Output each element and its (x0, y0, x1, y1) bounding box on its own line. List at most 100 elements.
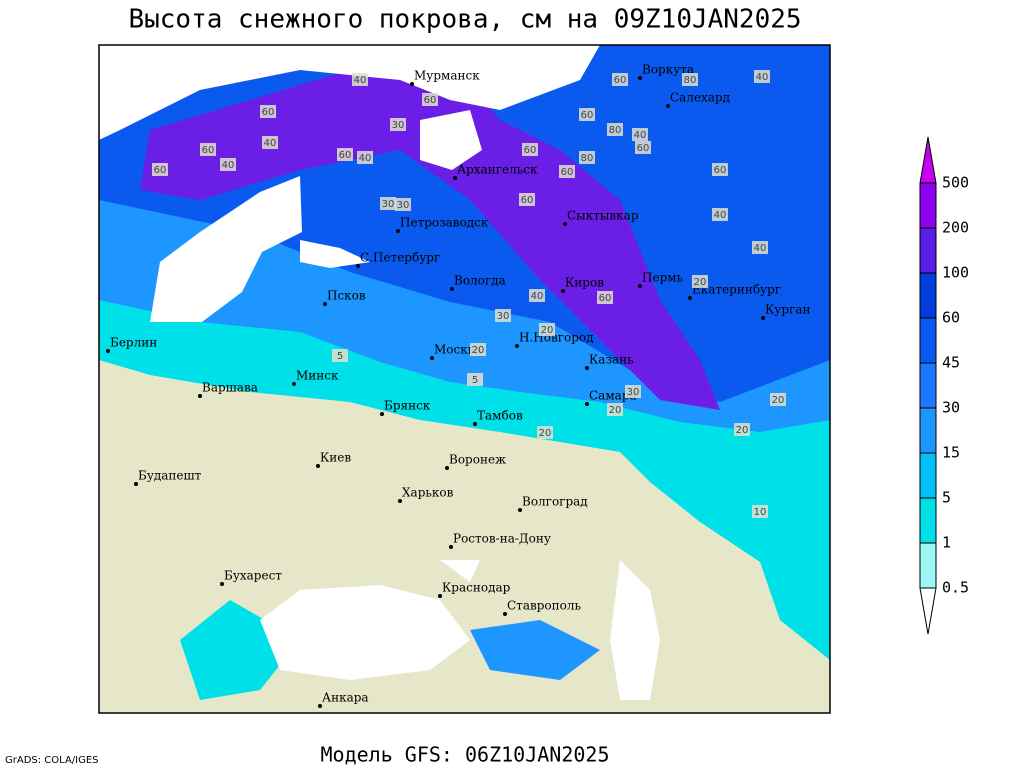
city-dot (292, 382, 296, 386)
city-label: Н.Новгород (519, 331, 594, 345)
contour-label-box (754, 70, 770, 83)
contour-label-box (612, 73, 628, 86)
colorbar-band (919, 182, 937, 229)
city-label: Воронеж (449, 453, 506, 467)
city-dot (316, 464, 320, 468)
contour-label-box (529, 289, 545, 302)
contour-label-box (422, 93, 438, 106)
colorbar-label: 100 (942, 264, 969, 282)
city-label: Ростов-на-Дону (453, 532, 551, 546)
city-dot (638, 76, 642, 80)
city-dot (688, 296, 692, 300)
contour-label-box (692, 275, 708, 288)
contour-label-box (390, 118, 406, 131)
contour-label-box (395, 198, 411, 211)
contour-label-box (519, 193, 535, 206)
city-dot (515, 344, 519, 348)
contour-label-box (262, 136, 278, 149)
city-dot (356, 264, 360, 268)
contour-label: 10 (754, 507, 767, 518)
city-dot (585, 366, 589, 370)
city-label: Бухарест (224, 569, 282, 583)
contour-label-box (260, 105, 276, 118)
contour-label: 40 (222, 160, 235, 171)
contour-label-box (579, 108, 595, 121)
map-frame (98, 44, 831, 714)
colorbar-band (919, 452, 937, 499)
city-dot (398, 499, 402, 503)
city-dot (198, 394, 202, 398)
city-label: Волгоград (522, 495, 588, 509)
contour-label-box (770, 393, 786, 406)
colorbar-label: 60 (942, 309, 960, 327)
colorbar-label: 1 (942, 534, 951, 552)
city-dot (450, 287, 454, 291)
colorbar-end (919, 587, 937, 635)
city-label: Харьков (402, 486, 454, 500)
city-dot (134, 482, 138, 486)
city-label: Салехард (670, 91, 730, 105)
contour-label: 40 (531, 291, 544, 302)
city-dot (518, 508, 522, 512)
contour-label-box (752, 505, 768, 518)
city-dot (453, 176, 457, 180)
contour-label-box (537, 426, 553, 439)
colorbar-band (919, 227, 937, 274)
sea (99, 45, 600, 140)
contour-label: 60 (202, 145, 215, 156)
city-dot (438, 594, 442, 598)
sea (300, 240, 370, 268)
city-dot (561, 289, 565, 293)
contour-label: 30 (497, 311, 510, 322)
contour-label: 40 (264, 138, 277, 149)
contour-label: 20 (539, 428, 552, 439)
contour-label-box (597, 291, 613, 304)
colorbar-band (919, 362, 937, 409)
sea (610, 560, 660, 700)
city-dot (503, 612, 507, 616)
contour-label: 80 (581, 153, 594, 164)
contour-label: 20 (472, 345, 485, 356)
contour-label: 5 (337, 351, 343, 362)
city-dot (449, 545, 453, 549)
colorbar-label: 5 (942, 489, 951, 507)
contour-label-box (220, 158, 236, 171)
contour-label: 60 (339, 150, 352, 161)
city-label: Петрозаводск (400, 216, 489, 230)
colorbar-label: 200 (942, 219, 969, 237)
city-dot (410, 82, 414, 86)
contour-label: 60 (581, 110, 594, 121)
city-label: С.Петербург (360, 251, 440, 265)
contour-label: 60 (262, 107, 275, 118)
contour-label-box (467, 373, 483, 386)
contour-label: 60 (521, 195, 534, 206)
colorbar-band (919, 497, 937, 544)
contour-label: 30 (392, 120, 405, 131)
sea (440, 560, 480, 582)
contour-label: 20 (609, 405, 622, 416)
contour-label: 60 (561, 167, 574, 178)
city-label: Брянск (384, 399, 431, 413)
contour-label: 30 (627, 387, 640, 398)
contour-label: 40 (354, 75, 367, 86)
city-dot (563, 222, 567, 226)
contour-label: 5 (472, 375, 478, 386)
contour-label: 80 (684, 75, 697, 86)
city-dot (323, 302, 327, 306)
city-label: Вологда (454, 274, 506, 288)
contour-label-box (734, 423, 750, 436)
city-label: Варшава (202, 381, 258, 395)
colorbar-end (919, 136, 937, 184)
map-labels: Мурманск Воркута Салехард Архангельск Сыктыв… (106, 63, 810, 708)
contour-label-box (712, 208, 728, 221)
contour-label: 80 (609, 125, 622, 136)
city-label: Минск (296, 369, 339, 383)
contour-label-box (539, 323, 555, 336)
contour-label: 60 (714, 165, 727, 176)
city-dot (666, 104, 670, 108)
city-label: Курган (765, 303, 810, 317)
colorbar-band (919, 272, 937, 319)
